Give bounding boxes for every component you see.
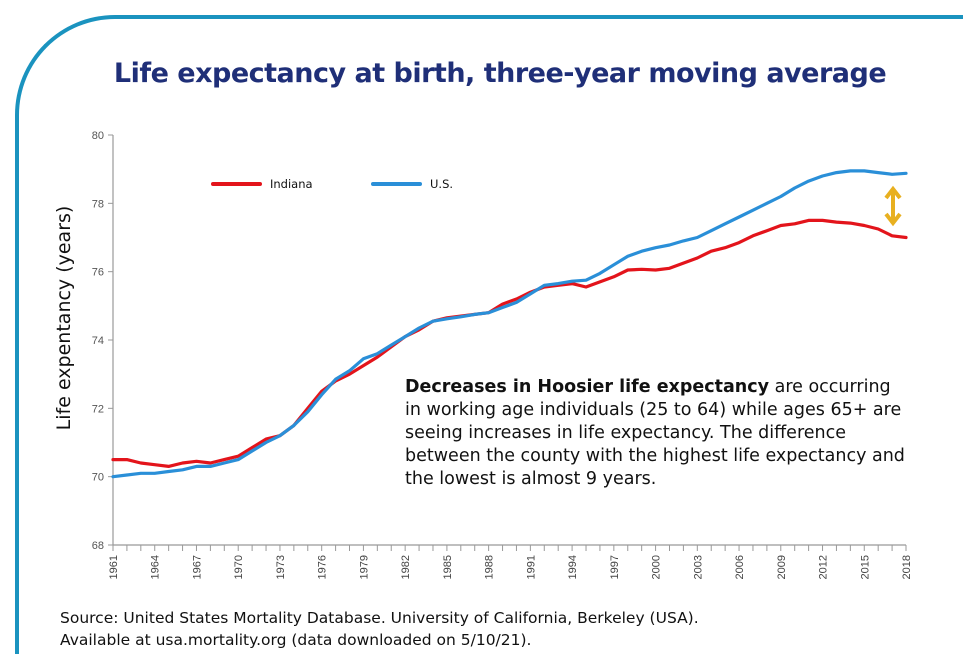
x-tick-label: 2009 <box>776 555 788 579</box>
chart-title: Life expectancy at birth, three-year mov… <box>113 58 887 89</box>
x-tick-label: 2012 <box>818 555 830 579</box>
y-tick-label: 76 <box>92 267 104 279</box>
x-tick-label: 1970 <box>233 555 245 579</box>
series-line-indiana <box>111 218 908 468</box>
y-tick-label: 68 <box>92 540 104 552</box>
source-line-1: Source: United States Mortality Database… <box>60 609 699 627</box>
y-tick-label: 72 <box>92 403 104 415</box>
y-axis-label: Life expentancy (years) <box>53 206 75 431</box>
x-tick-label: 2000 <box>651 555 663 579</box>
annotation-text: Decreases in Hoosier life expectancy are… <box>405 376 905 491</box>
y-tick-label: 70 <box>92 472 104 484</box>
y-tick-label: 78 <box>92 198 104 210</box>
x-tick-label: 1979 <box>358 555 370 579</box>
y-tick-label: 74 <box>92 335 104 347</box>
legend-label: U.S. <box>430 177 453 191</box>
series-line-us <box>111 169 908 479</box>
annotation-rest: are occurring in working age individuals… <box>405 377 905 489</box>
source-note: Source: United States Mortality Database… <box>60 607 940 651</box>
annotation-bold: Decreases in Hoosier life expectancy <box>405 377 770 397</box>
double-arrow-icon <box>884 185 902 227</box>
x-tick-label: 1967 <box>191 555 203 579</box>
card-frame <box>15 15 963 654</box>
x-tick-label: 1982 <box>400 555 412 579</box>
x-tick-label: 2003 <box>692 555 704 579</box>
x-tick-label: 2015 <box>859 555 871 579</box>
x-tick-label: 1988 <box>484 555 496 579</box>
x-tick-label: 1985 <box>442 555 454 579</box>
source-line-2: Available at usa.mortality.org (data dow… <box>60 631 532 649</box>
x-tick-label: 2018 <box>901 555 913 579</box>
x-tick-label: 1994 <box>567 555 579 579</box>
legend-label: Indiana <box>270 177 313 191</box>
x-tick-label: 1961 <box>108 555 120 579</box>
x-tick-label: 1964 <box>150 555 162 579</box>
y-tick-label: 80 <box>92 130 104 142</box>
x-tick-label: 1991 <box>525 555 537 579</box>
x-tick-label: 1976 <box>317 555 329 579</box>
x-tick-label: 1973 <box>275 555 287 579</box>
x-tick-label: 1997 <box>609 555 621 579</box>
x-tick-label: 2006 <box>734 555 746 579</box>
